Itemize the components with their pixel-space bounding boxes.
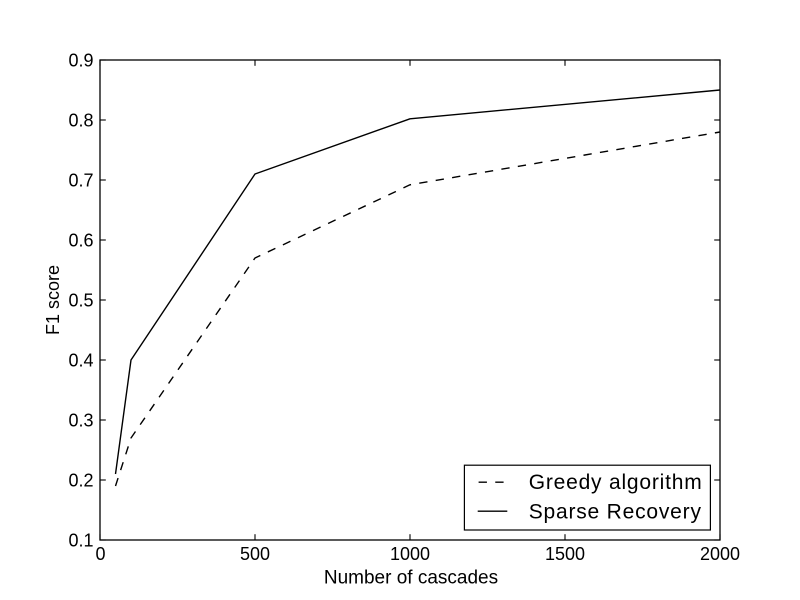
svg-text:Sparse Recovery: Sparse Recovery [529,501,702,524]
svg-text:0: 0 [95,544,105,564]
svg-text:Greedy algorithm: Greedy algorithm [529,471,703,494]
svg-text:0.9: 0.9 [68,51,93,71]
svg-text:500: 500 [240,544,270,564]
svg-text:2000: 2000 [700,544,740,564]
svg-text:0.3: 0.3 [68,411,93,431]
svg-text:1000: 1000 [390,544,430,564]
svg-text:Number of cascades: Number of cascades [324,568,498,589]
svg-text:0.7: 0.7 [68,171,93,191]
svg-text:1500: 1500 [545,544,585,564]
svg-text:F1 score: F1 score [43,265,63,335]
svg-text:0.8: 0.8 [68,111,93,131]
svg-text:0.2: 0.2 [68,471,93,491]
svg-text:0.5: 0.5 [68,291,93,311]
svg-text:0.4: 0.4 [68,351,93,371]
svg-text:0.6: 0.6 [68,231,93,251]
svg-text:0.1: 0.1 [68,531,93,551]
